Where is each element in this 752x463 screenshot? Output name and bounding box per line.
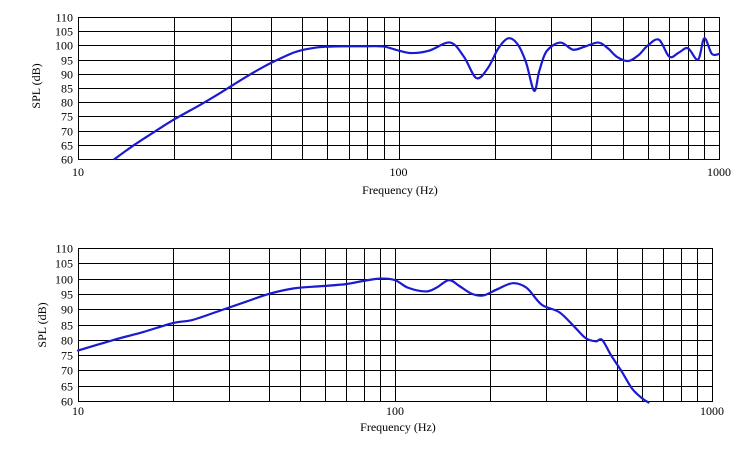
- chart-top-series-line: [113, 37, 721, 161]
- chart-top-y-tick-label: 70: [61, 125, 73, 139]
- chart-top-plot-frame: [78, 17, 720, 160]
- chart-bottom-x-tick-label: 100: [386, 404, 404, 418]
- chart-bottom-y-tick-label: 90: [61, 303, 73, 317]
- chart-top-y-tick-label: 75: [61, 110, 73, 124]
- chart-bottom-y-tick-label: 100: [55, 273, 73, 287]
- chart-top-x-tick-label: 10: [72, 165, 84, 179]
- chart-top-y-tick-label: 100: [55, 39, 73, 53]
- chart-bottom-ylabel: SPL (dB): [35, 302, 49, 347]
- chart-bottom-y-tick-label: 60: [61, 395, 73, 409]
- chart-top-grid: [78, 17, 720, 160]
- chart-bottom-y-tick-label: 85: [61, 319, 73, 333]
- chart-bottom-x-ticks: 10 100 1000: [72, 404, 724, 418]
- chart-bottom-y-tick-label: 105: [55, 257, 73, 271]
- chart-bottom-plot-frame: [78, 248, 713, 402]
- chart-bottom-grid: [78, 248, 713, 402]
- chart-bottom-y-tick-label: 70: [61, 364, 73, 378]
- chart-bottom-y-tick-label: 65: [61, 380, 73, 394]
- chart-top-y-tick-label: 90: [61, 68, 73, 82]
- chart-top-x-ticks: 10 100 1000: [72, 165, 731, 179]
- chart-top-x-tick-label: 1000: [707, 165, 731, 179]
- chart-top-x-tick-label: 100: [390, 165, 408, 179]
- chart-bottom-x-tick-label: 10: [72, 404, 84, 418]
- chart-bottom-series-line: [76, 277, 650, 404]
- chart-top-y-tick-label: 95: [61, 54, 73, 68]
- chart-top-ylabel: SPL (dB): [29, 63, 43, 108]
- chart-top-y-tick-label: 85: [61, 82, 73, 96]
- chart-top-y-tick-label: 110: [55, 11, 73, 25]
- chart-bottom-x-tick-label: 1000: [700, 404, 724, 418]
- chart-top-y-tick-label: 80: [61, 96, 73, 110]
- chart-bottom-xlabel: Frequency (Hz): [360, 420, 436, 434]
- chart-top-y-tick-label: 60: [61, 153, 73, 167]
- chart-bottom-y-tick-label: 80: [61, 334, 73, 348]
- chart-bottom-y-tick-label: 95: [61, 288, 73, 302]
- chart-bottom-y-tick-label: 110: [55, 242, 73, 256]
- chart-bottom-y-tick-label: 75: [61, 349, 73, 363]
- chart-top-y-tick-label: 65: [61, 139, 73, 153]
- chart-top-xlabel: Frequency (Hz): [362, 183, 438, 197]
- chart-top-y-tick-label: 105: [55, 25, 73, 39]
